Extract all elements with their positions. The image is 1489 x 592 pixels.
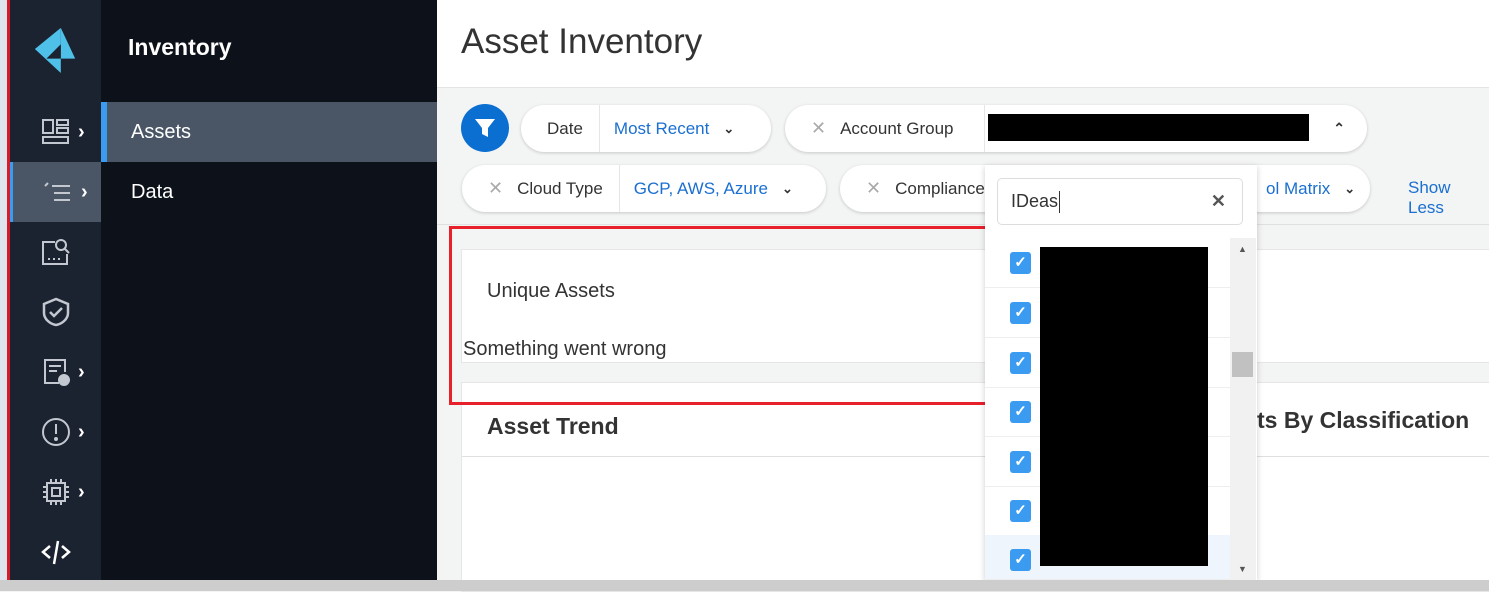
chevron-down-icon: ⌄ <box>1344 180 1356 196</box>
code-icon <box>40 540 71 565</box>
checkbox-checked-icon[interactable]: ✓ <box>1010 451 1031 473</box>
shield-check-icon <box>42 297 69 327</box>
subnav-item-assets[interactable]: Assets <box>101 102 437 162</box>
error-message: Something went wrong <box>463 338 667 360</box>
filter-button[interactable] <box>461 104 509 152</box>
list-labels-redacted <box>1040 247 1208 566</box>
clear-icon[interactable]: ✕ <box>1210 191 1226 211</box>
chevron-right-icon: › <box>78 420 85 443</box>
unique-assets-card: Unique Assets Something went wrong <box>461 249 1489 363</box>
checkbox-checked-icon[interactable]: ✓ <box>1010 549 1031 571</box>
remove-filter-icon[interactable]: ✕ <box>811 118 827 138</box>
checkbox-checked-icon[interactable]: ✓ <box>1010 252 1031 274</box>
cloud-type-label: Cloud Type <box>517 178 603 198</box>
divider <box>437 224 1489 225</box>
card-title: Unique Assets <box>487 280 615 302</box>
account-group-label: Account Group <box>840 118 954 138</box>
filter-icon <box>475 119 495 137</box>
compliance-nav[interactable]: › <box>10 342 101 402</box>
dropdown-search-input[interactable]: IDeas ✕ <box>997 178 1243 225</box>
date-filter[interactable]: Date Most Recent ⌄ <box>521 105 771 152</box>
chip-icon <box>42 479 69 505</box>
search-value: IDeas <box>1011 191 1059 211</box>
checkbox-checked-icon[interactable]: ✓ <box>1010 500 1031 522</box>
cloud-type-filter[interactable]: ✕ Cloud Type GCP, AWS, Azure ⌄ <box>462 165 826 212</box>
checkbox-checked-icon[interactable]: ✓ <box>1010 352 1031 374</box>
checkbox-checked-icon[interactable]: ✓ <box>1010 302 1031 324</box>
policies-nav[interactable] <box>10 282 101 342</box>
investigate-icon <box>41 239 70 265</box>
chevron-right-icon: › <box>78 120 85 143</box>
code-nav[interactable] <box>10 522 101 582</box>
chevron-down-icon: ⌄ <box>781 180 793 196</box>
dashboard-nav[interactable]: › <box>10 102 101 162</box>
remove-filter-icon[interactable]: ✕ <box>866 178 882 198</box>
scroll-down-icon[interactable]: ▼ <box>1238 564 1247 574</box>
dashboard-icon <box>41 119 69 144</box>
date-filter-label: Date <box>521 105 600 152</box>
compliance-label: Compliance <box>895 178 985 198</box>
chevron-up-icon[interactable]: ⌃ <box>1333 120 1345 136</box>
horizontal-scrollbar[interactable] <box>0 580 1489 591</box>
red-edge <box>7 0 10 580</box>
logo-icon[interactable] <box>10 14 101 84</box>
compliance-value[interactable]: ol Matrix <box>1266 178 1331 198</box>
alert-icon <box>41 418 70 446</box>
chevron-down-icon: ⌄ <box>723 120 735 136</box>
compliance-icon <box>43 359 70 386</box>
subnav-title: Inventory <box>128 34 232 60</box>
checkbox-checked-icon[interactable]: ✓ <box>1010 401 1031 423</box>
investigate-nav[interactable] <box>10 222 101 282</box>
page-title: Asset Inventory <box>461 22 703 61</box>
page-header <box>437 0 1489 88</box>
window-edge <box>0 0 7 591</box>
scroll-up-icon[interactable]: ▲ <box>1238 244 1247 254</box>
classification-card-title: ts By Classification <box>1257 407 1470 433</box>
subnav-item-data[interactable]: Data <box>131 180 174 203</box>
annotation-highlight <box>449 226 988 405</box>
chevron-right-icon: › <box>78 360 85 383</box>
alerts-nav[interactable]: › <box>10 402 101 462</box>
compute-nav[interactable]: › <box>10 462 101 522</box>
asset-trend-card: Asset Trend ts By Classification <box>461 382 1489 592</box>
date-filter-value[interactable]: Most Recent <box>613 118 710 138</box>
show-less-link[interactable]: Show Less <box>1408 178 1451 217</box>
card-title: Asset Trend <box>487 413 619 439</box>
icon-rail: › › › › › <box>10 0 101 580</box>
dropdown-scrollbar[interactable]: ▲ ▼ <box>1230 238 1256 580</box>
remove-filter-icon[interactable]: ✕ <box>488 178 504 198</box>
account-group-value-redacted <box>988 114 1309 141</box>
chevron-right-icon: › <box>78 480 85 503</box>
secondary-nav: Inventory Assets Data <box>101 0 437 580</box>
scrollbar-thumb[interactable] <box>1232 352 1253 377</box>
chevron-right-icon: › <box>81 180 88 203</box>
inventory-nav[interactable]: › <box>10 162 101 222</box>
cloud-type-value[interactable]: GCP, AWS, Azure <box>633 178 768 198</box>
inventory-icon <box>44 182 70 201</box>
